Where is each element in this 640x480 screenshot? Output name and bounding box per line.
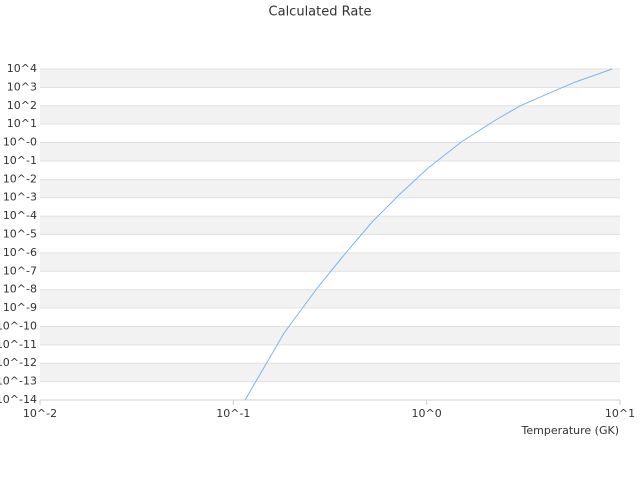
y-tick-label: 10^4 — [7, 62, 37, 75]
chart-title: Calculated Rate — [269, 5, 372, 20]
grid-band — [40, 69, 620, 88]
x-tick-label: 10^-1 — [216, 407, 250, 420]
y-tick-label: 10^1 — [7, 117, 37, 130]
x-tick-label: 10^1 — [605, 407, 635, 420]
y-tick-label: 10^-5 — [3, 228, 37, 241]
x-axis-label: Temperature (GK) — [521, 424, 620, 437]
y-tick-label: 10^-6 — [3, 246, 37, 259]
y-tick-label: 10^-7 — [3, 264, 37, 277]
grid-band — [40, 252, 620, 272]
y-tick-label: 10^-2 — [3, 172, 37, 185]
y-tick-label: 10^-12 — [0, 356, 37, 369]
y-tick-label: 10^-4 — [3, 209, 37, 222]
grid-band — [40, 289, 620, 309]
y-tick-label: 10^2 — [7, 99, 37, 112]
y-tick-label: 10^-3 — [3, 191, 37, 204]
y-tick-label: 10^-10 — [0, 319, 37, 332]
y-tick-label: 10^-8 — [3, 283, 37, 296]
y-tick-label: 10^-9 — [3, 301, 37, 314]
y-tick-label: 10^-13 — [0, 375, 37, 388]
y-tick-label: 10^-11 — [0, 338, 37, 351]
y-tick-label: 10^-14 — [0, 393, 37, 406]
x-tick-label: 10^0 — [412, 407, 442, 420]
series-line — [244, 68, 613, 401]
grid-band — [40, 363, 620, 382]
grid-band — [40, 216, 620, 235]
grid-band — [40, 326, 620, 345]
grid-band — [40, 179, 620, 198]
y-tick-label: 10^-0 — [3, 136, 37, 149]
grid-band — [40, 105, 620, 125]
grid-band — [40, 142, 620, 161]
x-tick-label: 10^-2 — [23, 407, 57, 420]
y-tick-label: 10^-1 — [3, 154, 37, 167]
y-tick-label: 10^3 — [7, 80, 37, 93]
